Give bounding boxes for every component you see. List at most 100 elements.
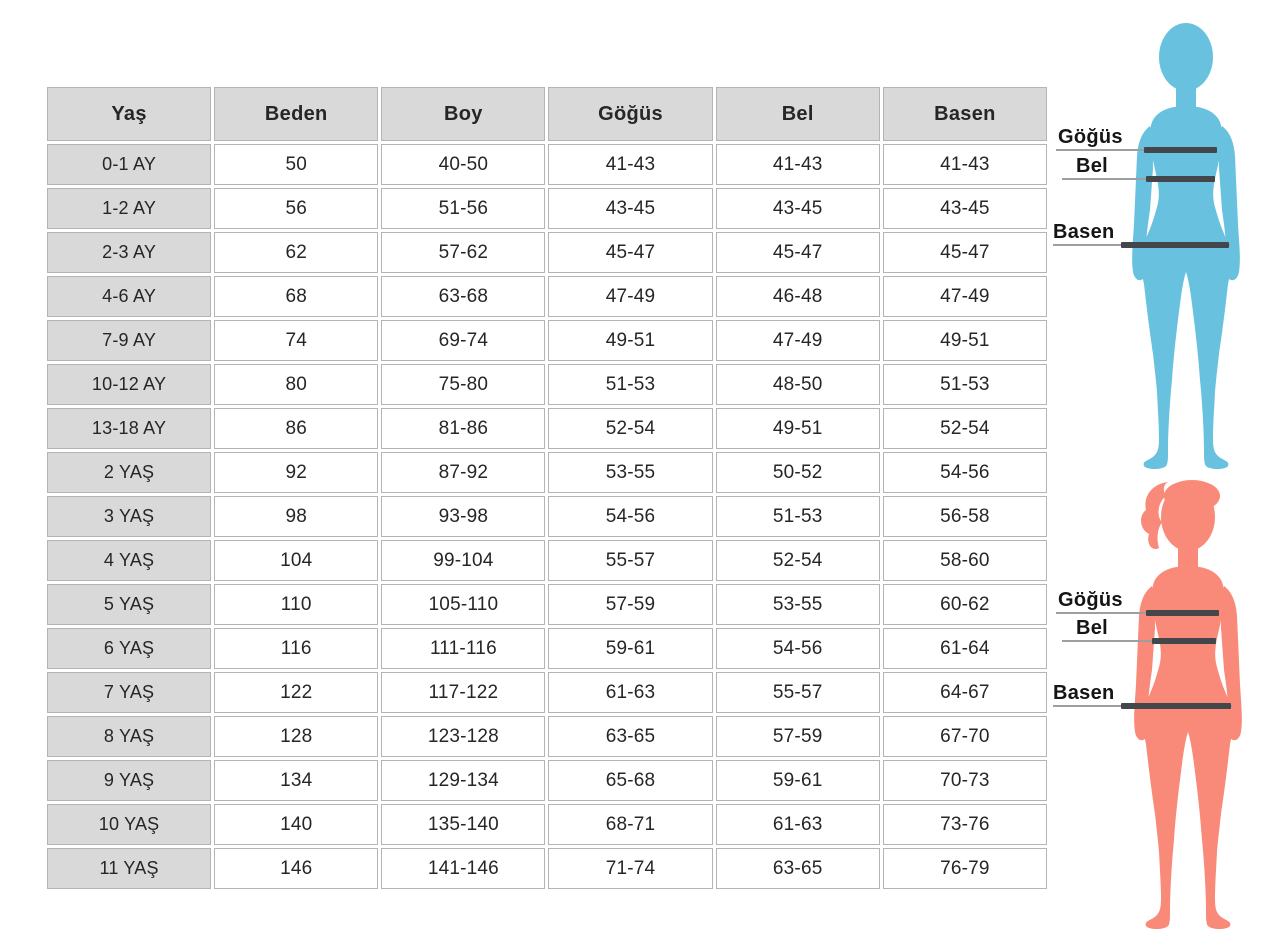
value-cell: 73-76: [882, 804, 1047, 845]
table-row: 6 YAŞ 116 111-116 59-61 54-56 61-64: [47, 628, 1047, 669]
value-cell: 62: [214, 232, 379, 273]
value-cell: 43-45: [882, 188, 1047, 229]
age-cell: 6 YAŞ: [47, 628, 212, 669]
table-row: 3 YAŞ 98 93-98 54-56 51-53 56-58: [47, 496, 1047, 537]
value-cell: 45-47: [715, 232, 880, 273]
value-cell: 51-53: [882, 364, 1047, 405]
value-cell: 40-50: [381, 144, 546, 185]
size-table: Yaş Beden Boy Göğüs Bel Basen 0-1 AY 50 40…: [44, 84, 1050, 892]
value-cell: 56: [214, 188, 379, 229]
table-row: 10-12 AY 80 75-80 51-53 48-50 51-53: [47, 364, 1047, 405]
age-cell: 4-6 AY: [47, 276, 212, 317]
table-row: 4-6 AY 68 63-68 47-49 46-48 47-49: [47, 276, 1047, 317]
hip-label: Basen: [1053, 682, 1115, 704]
value-cell: 134: [214, 760, 379, 801]
header-waist: Bel: [715, 87, 880, 141]
value-cell: 54-56: [548, 496, 713, 537]
value-cell: 76-79: [882, 848, 1047, 889]
value-cell: 74: [214, 320, 379, 361]
chest-pointer-line: [1056, 149, 1216, 151]
value-cell: 59-61: [715, 760, 880, 801]
value-cell: 104: [214, 540, 379, 581]
girl-silhouette-graphic: [1134, 480, 1242, 929]
age-cell: 5 YAŞ: [47, 584, 212, 625]
value-cell: 93-98: [381, 496, 546, 537]
value-cell: 75-80: [381, 364, 546, 405]
value-cell: 61-63: [548, 672, 713, 713]
value-cell: 43-45: [548, 188, 713, 229]
value-cell: 45-47: [548, 232, 713, 273]
value-cell: 54-56: [882, 452, 1047, 493]
value-cell: 70-73: [882, 760, 1047, 801]
value-cell: 61-64: [882, 628, 1047, 669]
value-cell: 41-43: [715, 144, 880, 185]
header-hip: Basen: [882, 87, 1047, 141]
table-row: 11 YAŞ 146 141-146 71-74 63-65 76-79: [47, 848, 1047, 889]
table-row: 13-18 AY 86 81-86 52-54 49-51 52-54: [47, 408, 1047, 449]
age-cell: 4 YAŞ: [47, 540, 212, 581]
value-cell: 67-70: [882, 716, 1047, 757]
header-row: Yaş Beden Boy Göğüs Bel Basen: [47, 87, 1047, 141]
value-cell: 51-56: [381, 188, 546, 229]
value-cell: 52-54: [715, 540, 880, 581]
value-cell: 49-51: [548, 320, 713, 361]
value-cell: 87-92: [381, 452, 546, 493]
age-cell: 2-3 AY: [47, 232, 212, 273]
value-cell: 51-53: [548, 364, 713, 405]
age-cell: 10 YAŞ: [47, 804, 212, 845]
age-cell: 8 YAŞ: [47, 716, 212, 757]
value-cell: 57-62: [381, 232, 546, 273]
header-age: Yaş: [47, 87, 212, 141]
value-cell: 57-59: [715, 716, 880, 757]
value-cell: 49-51: [715, 408, 880, 449]
chest-measure-bar: [1144, 147, 1217, 153]
hip-measure-bar: [1121, 242, 1229, 248]
value-cell: 46-48: [715, 276, 880, 317]
header-chest: Göğüs: [548, 87, 713, 141]
value-cell: 51-53: [715, 496, 880, 537]
value-cell: 116: [214, 628, 379, 669]
value-cell: 55-57: [548, 540, 713, 581]
value-cell: 56-58: [882, 496, 1047, 537]
age-cell: 1-2 AY: [47, 188, 212, 229]
table-row: 0-1 AY 50 40-50 41-43 41-43 41-43: [47, 144, 1047, 185]
value-cell: 55-57: [715, 672, 880, 713]
value-cell: 47-49: [882, 276, 1047, 317]
chest-pointer-line: [1056, 612, 1218, 614]
value-cell: 98: [214, 496, 379, 537]
value-cell: 123-128: [381, 716, 546, 757]
hip-label: Basen: [1053, 221, 1115, 243]
waist-measure-bar: [1152, 638, 1216, 644]
value-cell: 45-47: [882, 232, 1047, 273]
value-cell: 99-104: [381, 540, 546, 581]
value-cell: 50-52: [715, 452, 880, 493]
value-cell: 58-60: [882, 540, 1047, 581]
value-cell: 61-63: [715, 804, 880, 845]
hip-measure-bar: [1121, 703, 1231, 709]
table-row: 8 YAŞ 128 123-128 63-65 57-59 67-70: [47, 716, 1047, 757]
age-cell: 2 YAŞ: [47, 452, 212, 493]
value-cell: 54-56: [715, 628, 880, 669]
value-cell: 81-86: [381, 408, 546, 449]
value-cell: 111-116: [381, 628, 546, 669]
age-cell: 3 YAŞ: [47, 496, 212, 537]
value-cell: 129-134: [381, 760, 546, 801]
value-cell: 50: [214, 144, 379, 185]
age-cell: 9 YAŞ: [47, 760, 212, 801]
waist-measure-bar: [1146, 176, 1215, 182]
value-cell: 117-122: [381, 672, 546, 713]
value-cell: 71-74: [548, 848, 713, 889]
value-cell: 53-55: [715, 584, 880, 625]
value-cell: 122: [214, 672, 379, 713]
chest-label: Göğüs: [1058, 126, 1123, 148]
table-row: 5 YAŞ 110 105-110 57-59 53-55 60-62: [47, 584, 1047, 625]
value-cell: 65-68: [548, 760, 713, 801]
value-cell: 135-140: [381, 804, 546, 845]
waist-pointer-line: [1062, 178, 1214, 180]
table-row: 1-2 AY 56 51-56 43-45 43-45 43-45: [47, 188, 1047, 229]
value-cell: 57-59: [548, 584, 713, 625]
age-cell: 11 YAŞ: [47, 848, 212, 889]
value-cell: 92: [214, 452, 379, 493]
value-cell: 63-65: [715, 848, 880, 889]
